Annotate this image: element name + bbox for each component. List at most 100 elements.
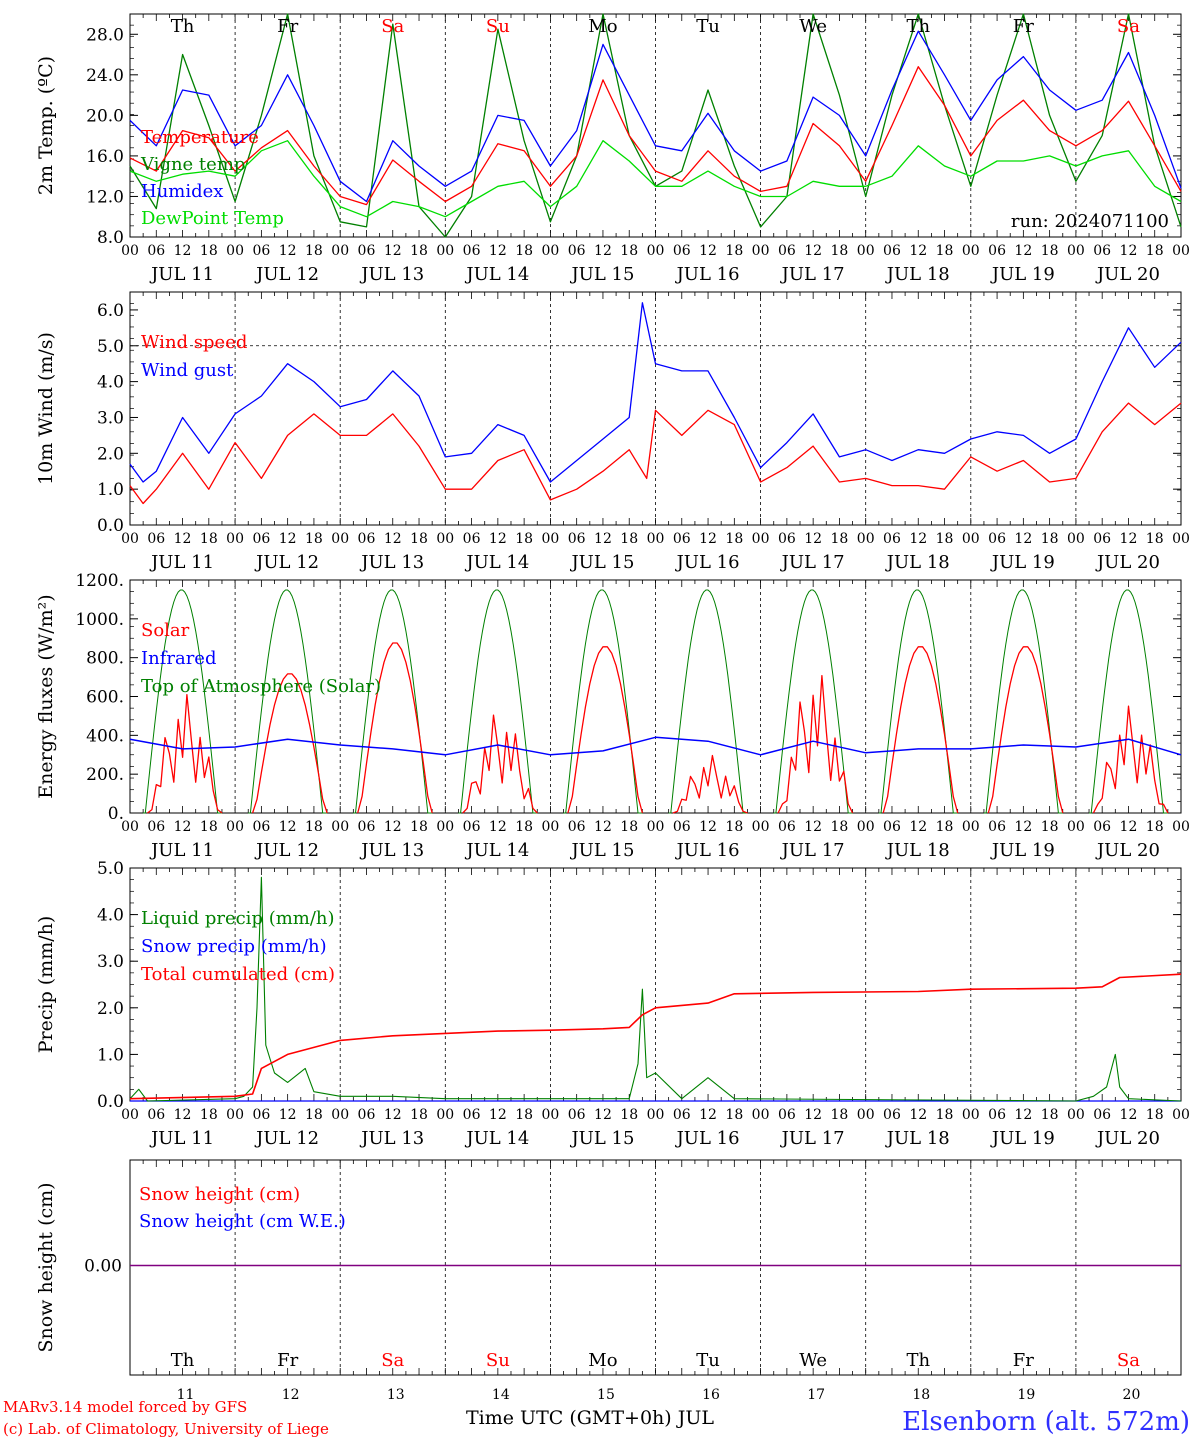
hour-tick-label: 00 [1172,1107,1190,1123]
hour-tick-label: 06 [988,531,1006,547]
series-dewpoint-temp [129,140,1182,218]
hour-tick-label: 18 [620,531,638,547]
hour-tick-label: 18 [831,531,849,547]
date-label: JUL 13 [359,840,424,861]
hour-tick-label: 12 [489,243,507,259]
y-tick-label: 4.0 [97,373,124,393]
series-wind-gust [129,302,1182,483]
hour-tick-label: 18 [410,531,428,547]
hour-tick-label: 06 [988,819,1006,835]
hour-tick-label: 12 [699,243,717,259]
hour-tick-label: 00 [752,819,770,835]
series-toa-day [878,589,958,814]
y-axis-title: Precip (mm/h) [35,916,57,1054]
hour-tick-label: 00 [121,1107,139,1123]
date-label: JUL 20 [1095,264,1160,285]
hour-tick-label: 06 [358,243,376,259]
hour-tick-label: 00 [752,531,770,547]
y-tick-label: 16.0 [86,147,124,167]
hour-tick-label: 06 [1093,1107,1111,1123]
hour-tick-label: 12 [279,531,297,547]
hour-tick-label: 18 [1146,243,1164,259]
hour-tick-label: 00 [436,531,454,547]
y-axis-title: 2m Temp. (ºC) [35,56,57,195]
y-tick-label: 5.0 [97,337,124,357]
legend-entry: Top of Atmosphere (Solar) [141,676,381,697]
hour-tick-label: 06 [568,531,586,547]
footer: MARv3.14 model forced by GFS (c) Lab. of… [3,1398,1190,1438]
panel-frame [129,13,1182,238]
hour-tick-label: 12 [594,243,612,259]
series-vigne-temp [129,13,1182,238]
hour-tick-label: 12 [489,819,507,835]
hour-tick-label: 00 [1172,531,1190,547]
series-total-cumulated [129,973,1182,1100]
hour-tick-label: 12 [174,243,192,259]
hour-tick-label: 18 [936,1107,954,1123]
hour-tick-label: 18 [725,243,743,259]
hour-tick-label: 06 [778,243,796,259]
day-name-label: Sa [381,1350,404,1371]
hour-tick-label: 12 [279,243,297,259]
hour-tick-label: 06 [358,819,376,835]
hour-tick-label: 06 [463,531,481,547]
day-name-label: Th [171,16,195,37]
day-number-label: 20 [1123,1387,1141,1403]
series-toa-day [1089,589,1168,814]
legend-entry: Snow height (cm W.E.) [139,1211,346,1232]
date-label: JUL 13 [359,264,424,285]
hour-tick-label: 00 [962,243,980,259]
day-number-label: 11 [177,1387,195,1403]
date-label: JUL 15 [569,840,634,861]
legend-entry: Humidex [141,181,223,202]
hour-tick-label: 12 [804,1107,822,1123]
hour-tick-label: 06 [883,819,901,835]
hour-tick-label: 12 [804,243,822,259]
series-solar-day [357,642,433,814]
credit-line-1: MARv3.14 model forced by GFS [3,1398,247,1416]
run-label: run: 2024071100 [1011,211,1169,232]
legend-entry: Wind gust [141,360,234,381]
date-label: JUL 16 [675,840,740,861]
hour-tick-label: 06 [147,1107,165,1123]
hour-tick-label: 06 [673,243,691,259]
hour-tick-label: 18 [200,819,218,835]
hour-tick-label: 12 [594,1107,612,1123]
hour-tick-label: 00 [962,819,980,835]
y-tick-label: 4.0 [97,906,124,926]
date-label: JUL 11 [149,840,214,861]
hour-tick-label: 06 [883,531,901,547]
day-name-label: Th [171,1350,195,1371]
series-toa-day [458,589,538,814]
hour-tick-label: 00 [541,531,559,547]
date-label: JUL 13 [359,552,424,573]
hour-tick-label: 00 [962,531,980,547]
hour-tick-label: 12 [489,1107,507,1123]
date-label: JUL 17 [780,264,845,285]
date-label: JUL 16 [675,1128,740,1149]
hour-tick-label: 18 [1041,1107,1059,1123]
date-label: JUL 15 [569,1128,634,1149]
day-name-label: Mo [588,1350,617,1371]
day-number-label: 16 [702,1387,720,1403]
hour-tick-label: 18 [725,819,743,835]
hour-tick-label: 18 [305,243,323,259]
hour-tick-label: 18 [725,1107,743,1123]
hour-tick-label: 00 [436,243,454,259]
y-tick-label: 1.0 [97,1045,124,1065]
hour-tick-label: 12 [909,243,927,259]
panel-3: 0. 200. 400. 600. 800. 1000. 1200. Energy fluxe… [35,571,1190,861]
hour-tick-label: 06 [147,531,165,547]
date-label: JUL 16 [675,552,740,573]
day-name-label: Fr [277,16,298,37]
hour-tick-label: 06 [673,1107,691,1123]
hour-tick-label: 00 [752,243,770,259]
date-label: JUL 18 [885,1128,950,1149]
hour-tick-label: 00 [1067,243,1085,259]
hour-tick-label: 00 [331,819,349,835]
hour-tick-label: 00 [121,819,139,835]
hour-tick-label: 06 [778,819,796,835]
hour-tick-label: 12 [1014,243,1032,259]
hour-tick-label: 06 [147,819,165,835]
y-tick-label: 3.0 [97,952,124,972]
